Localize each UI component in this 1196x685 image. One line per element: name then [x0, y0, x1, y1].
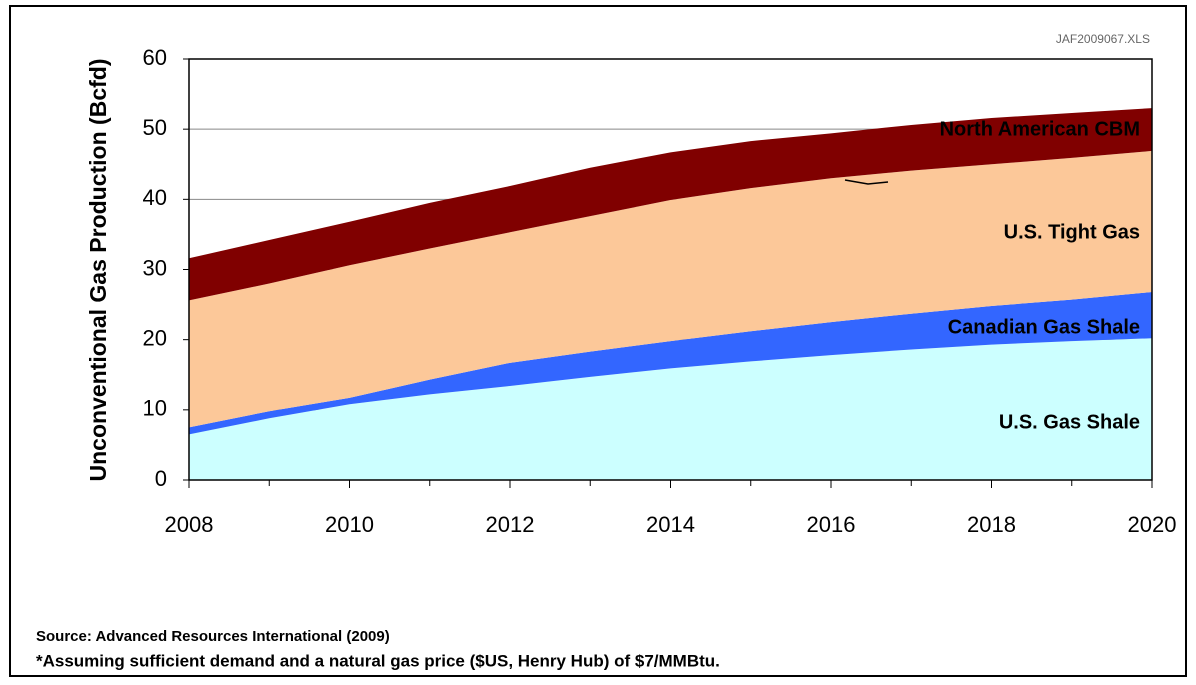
y-tick-label: 40	[143, 185, 167, 210]
y-tick-label: 60	[143, 45, 167, 70]
y-axis-label: Unconventional Gas Production (Bcfd)	[85, 59, 111, 482]
x-tick-label: 2010	[325, 512, 374, 537]
series-label: Canadian Gas Shale	[948, 316, 1140, 338]
series-label: U.S. Tight Gas	[1004, 221, 1140, 243]
area	[189, 108, 1152, 301]
y-tick-label: 0	[155, 466, 167, 491]
area	[189, 338, 1152, 480]
areas	[189, 108, 1152, 480]
x-tick-label: 2008	[165, 512, 214, 537]
axes: 0 10 20 30 40 50 60 2008 2010 2012 2014 2016 2018 202…	[143, 45, 1177, 537]
area	[189, 291, 1152, 435]
file-note: JAF2009067.XLS	[1056, 32, 1150, 46]
footnote: *Assuming sufficient demand and a natura…	[36, 651, 720, 670]
x-tick-label: 2020	[1128, 512, 1177, 537]
source: Source: Advanced Resources International…	[36, 628, 390, 645]
x-tick-label: 2018	[967, 512, 1016, 537]
y-tick-label: 20	[143, 325, 167, 350]
x-tick-label: 2016	[807, 512, 856, 537]
series-label: U.S. Gas Shale	[999, 411, 1140, 433]
y-tick-label: 30	[143, 255, 167, 280]
y-tick-label: 10	[143, 396, 167, 421]
y-tick-label: 50	[143, 115, 167, 140]
area	[189, 150, 1152, 428]
series-label: North American CBM	[940, 118, 1140, 140]
x-tick-label: 2012	[486, 512, 535, 537]
frame	[9, 5, 1187, 677]
x-tick-label: 2014	[646, 512, 695, 537]
annotation-arrow	[844, 179, 889, 185]
